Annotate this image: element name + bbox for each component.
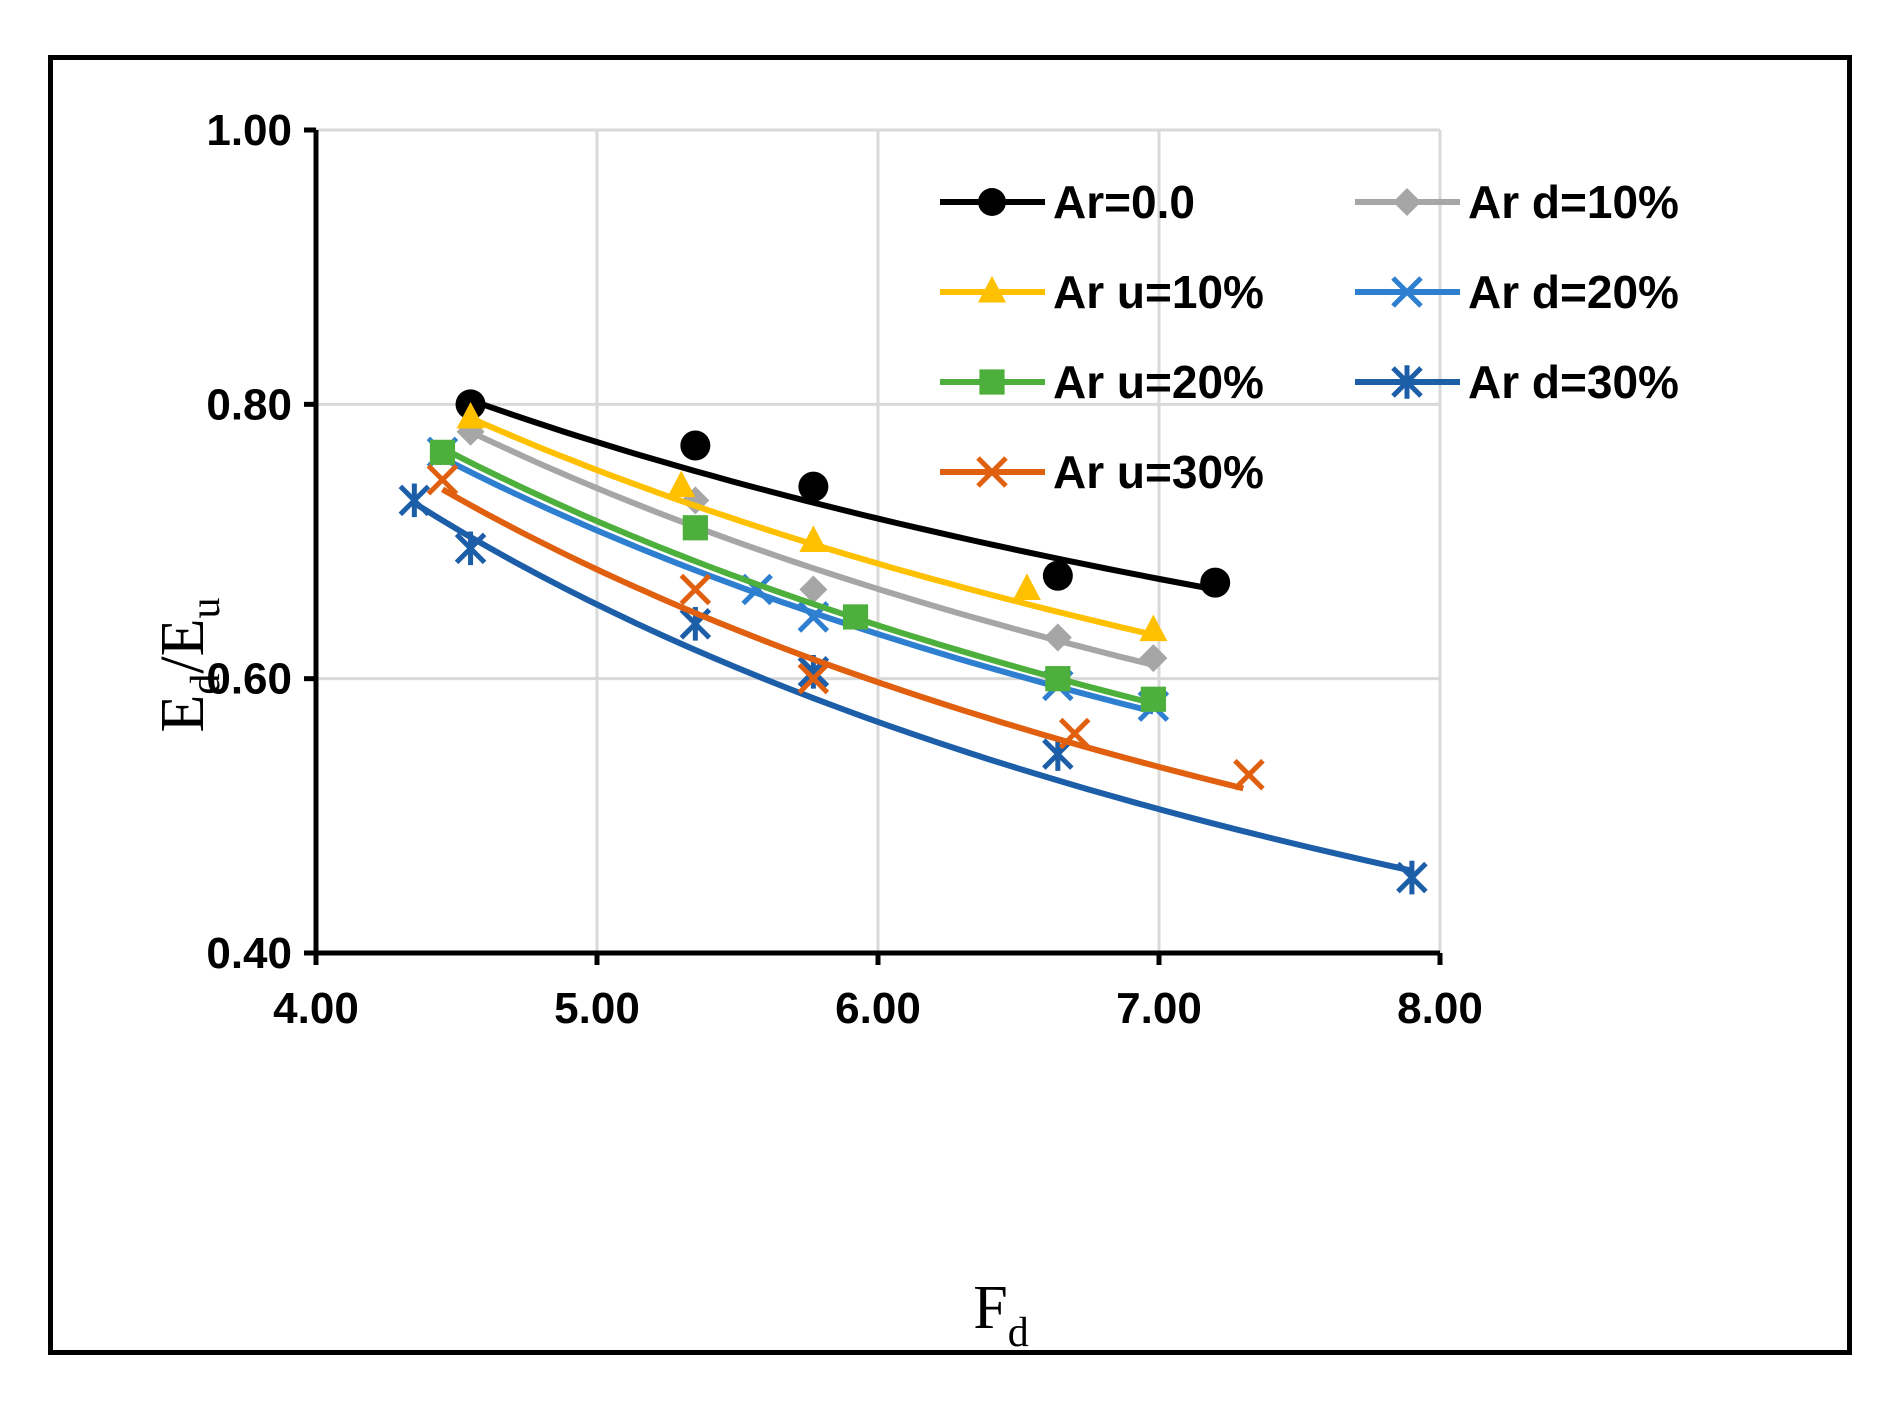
y-axis-title: Ed/Eu xyxy=(149,598,229,733)
data-point xyxy=(1139,644,1168,673)
data-point xyxy=(1043,623,1072,652)
data-point xyxy=(1139,614,1168,642)
data-point xyxy=(1045,666,1071,692)
y-axis-title-main: E xyxy=(149,695,217,733)
series-line xyxy=(441,445,1155,707)
legend-swatch-marker xyxy=(1391,365,1423,399)
data-point xyxy=(682,515,708,541)
legend-item: Ar d=10% xyxy=(1355,176,1679,228)
data-point xyxy=(798,471,829,502)
data-point xyxy=(426,464,459,496)
data-point xyxy=(680,430,711,461)
plot-area xyxy=(398,389,1428,895)
data-point xyxy=(1140,686,1166,712)
y-axis-title-sub2: u xyxy=(183,598,229,619)
legend-swatch-marker xyxy=(978,275,1006,303)
legend-swatch-marker xyxy=(1391,276,1423,308)
legend-swatch-marker xyxy=(976,456,1008,488)
x-axis-title-sub: d xyxy=(1008,1310,1029,1350)
data-point xyxy=(799,525,828,552)
legend-item: Ar=0.0 xyxy=(940,176,1195,228)
data-point xyxy=(1042,560,1073,591)
y-axis-title-sub1: d xyxy=(183,674,229,695)
data-point xyxy=(679,573,712,606)
legend: Ar=0.0 Ar d=10% Ar u=10% Ar d=20% Ar u=20% Ar… xyxy=(940,176,1679,498)
series-4 xyxy=(429,439,1166,712)
legend-label: Ar d=20% xyxy=(1468,266,1679,318)
x-tick-label: 6.00 xyxy=(835,984,921,1033)
legend-label: Ar u=30% xyxy=(1053,446,1264,498)
y-tick-label: 0.60 xyxy=(206,655,292,704)
grid xyxy=(316,128,1442,953)
y-axis-title-slash: /E xyxy=(149,619,217,674)
series-5 xyxy=(398,483,1428,895)
series-line xyxy=(441,455,1155,715)
series-6 xyxy=(426,464,1265,792)
y-tick-label: 1.00 xyxy=(206,106,292,155)
legend-item: Ar u=30% xyxy=(940,446,1264,498)
legend-item: Ar d=20% xyxy=(1355,266,1679,318)
data-point xyxy=(1200,567,1231,598)
data-point xyxy=(1058,717,1091,750)
series-0 xyxy=(455,389,1231,598)
legend-item: Ar u=10% xyxy=(940,266,1264,318)
legend-item: Ar d=30% xyxy=(1355,356,1679,408)
data-point xyxy=(456,401,485,429)
y-tick-label: 0.40 xyxy=(206,929,292,978)
legend-swatch-marker xyxy=(979,369,1005,395)
data-point xyxy=(1012,573,1041,601)
legend-swatch-marker xyxy=(1393,188,1421,216)
legend-label: Ar=0.0 xyxy=(1053,176,1195,228)
x-tick-label: 8.00 xyxy=(1397,984,1483,1033)
series-line xyxy=(469,397,1216,593)
data-point xyxy=(398,483,431,518)
data-point xyxy=(667,470,696,498)
legend-label: Ar u=20% xyxy=(1053,356,1264,408)
x-tick-label: 5.00 xyxy=(554,984,640,1033)
legend-swatch-marker xyxy=(978,188,1006,216)
x-tick-label: 7.00 xyxy=(1116,984,1202,1033)
legend-label: Ar u=10% xyxy=(1053,266,1264,318)
data-point xyxy=(1396,860,1428,895)
x-axis-title-main: F xyxy=(973,1274,1007,1342)
data-point xyxy=(454,531,487,566)
data-point xyxy=(799,575,828,604)
data-point xyxy=(429,439,456,465)
series-line xyxy=(469,429,1155,668)
legend-item: Ar u=20% xyxy=(940,356,1264,408)
data-point xyxy=(797,662,830,695)
data-point xyxy=(842,604,869,630)
chart-frame: 0.40 0.60 0.80 1.00 4.00 5.00 6.00 7.00 8.00 Ar=… xyxy=(48,55,1852,1355)
chart-svg: 0.40 0.60 0.80 1.00 4.00 5.00 6.00 7.00 8.00 Ar=… xyxy=(149,106,1679,1350)
series-2 xyxy=(456,401,1168,642)
x-tick-label: 4.00 xyxy=(273,984,359,1033)
y-tick-label: 0.80 xyxy=(206,380,292,429)
series-line xyxy=(441,486,1245,792)
series-line xyxy=(412,500,1413,874)
x-axis-title: Fd xyxy=(973,1274,1028,1350)
data-point xyxy=(1233,758,1265,791)
legend-label: Ar d=10% xyxy=(1468,176,1679,228)
legend-label: Ar d=30% xyxy=(1468,356,1679,408)
ticks: 0.40 0.60 0.80 1.00 4.00 5.00 6.00 7.00 8.00 xyxy=(206,106,1482,1033)
